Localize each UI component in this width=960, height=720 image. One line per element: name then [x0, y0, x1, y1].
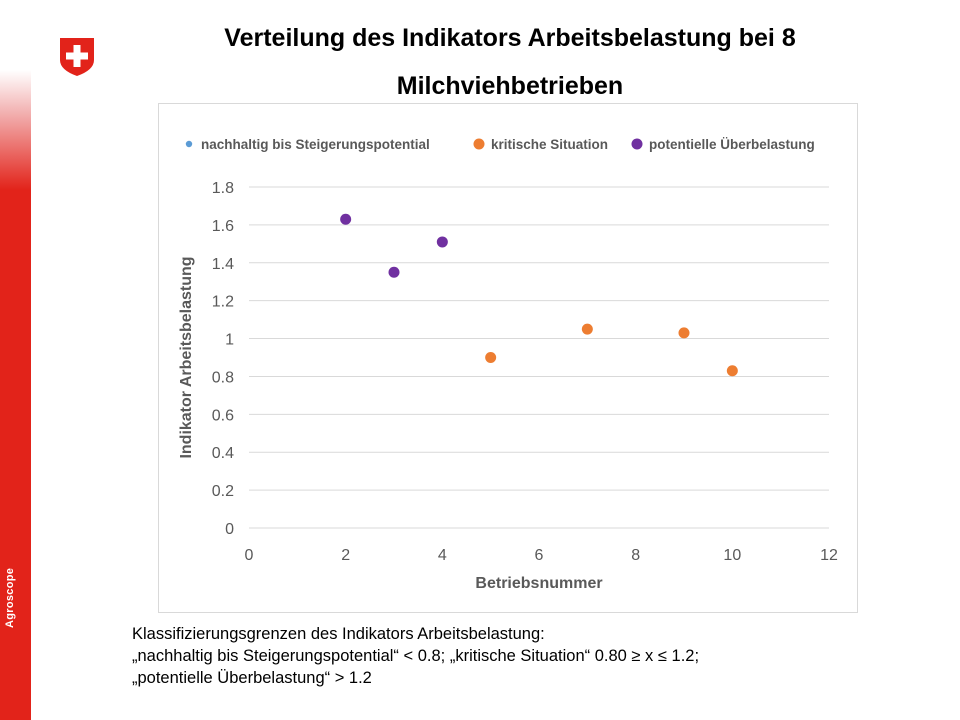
data-point: [340, 213, 352, 225]
chart-frame: 0 0.2 0.4 0.6 0.8 1 1.2 1.4 1.6 1.8 0 2 4 6 8 10 12 Betri…: [158, 103, 858, 613]
y-tick-label: 0.8: [212, 369, 234, 386]
data-point: [726, 365, 738, 377]
legend-marker: [185, 140, 193, 148]
x-tick-label: 4: [438, 547, 447, 564]
y-tick-label: 0.4: [212, 445, 234, 462]
swiss-cross-icon: [60, 38, 94, 76]
agroscope-side-bar: Agroscope: [0, 0, 31, 720]
x-tick-label: 0: [245, 547, 254, 564]
x-tick-label: 6: [535, 547, 544, 564]
legend-marker: [631, 138, 643, 150]
footnote-line-3: „potentielle Überbelastung“ > 1.2: [132, 669, 372, 687]
legend-label: nachhaltig bis Steigerungspotential: [201, 137, 430, 152]
legend-marker: [473, 138, 485, 150]
y-tick-label: 1: [225, 332, 234, 349]
scatter-chart: 0 0.2 0.4 0.6 0.8 1 1.2 1.4 1.6 1.8 0 2 4 6 8 10 12 Betri…: [178, 137, 838, 592]
legend-label: potentielle Überbelastung: [649, 137, 815, 152]
footnote-line-2: „nachhaltig bis Steigerungspotential“ < …: [132, 647, 700, 665]
data-point: [485, 352, 497, 363]
x-tick-label: 12: [820, 547, 838, 564]
page-title-line-2: Milchviehbetrieben: [396, 72, 624, 100]
y-tick-label: 0.2: [212, 483, 234, 500]
agroscope-label: Agroscope: [4, 567, 16, 628]
page-title: Verteilung des Indikators Arbeitsbelastu…: [110, 14, 910, 110]
y-axis-title: Indikator Arbeitsbelastung: [178, 256, 195, 458]
classification-footnote: Klassifizierungsgrenzen des Indikators A…: [132, 623, 922, 689]
data-point: [581, 323, 593, 335]
x-tick-label: 10: [723, 547, 741, 564]
x-axis-title: Betriebsnummer: [475, 575, 602, 592]
data-point: [388, 266, 400, 278]
data-point: [436, 236, 448, 248]
x-tick-label: 2: [341, 547, 350, 564]
legend-label: kritische Situation: [491, 137, 608, 152]
data-point: [678, 327, 690, 339]
y-tick-label: 0: [225, 521, 234, 538]
x-tick-label: 8: [631, 547, 640, 564]
y-tick-label: 1.6: [212, 218, 234, 235]
footnote-line-1: Klassifizierungsgrenzen des Indikators A…: [132, 625, 545, 643]
y-tick-label: 1.4: [212, 256, 234, 273]
page-title-line-1: Verteilung des Indikators Arbeitsbelastu…: [224, 24, 796, 52]
y-tick-label: 1.2: [212, 294, 234, 311]
y-tick-label: 0.6: [212, 407, 234, 424]
y-tick-label: 1.8: [212, 180, 234, 197]
